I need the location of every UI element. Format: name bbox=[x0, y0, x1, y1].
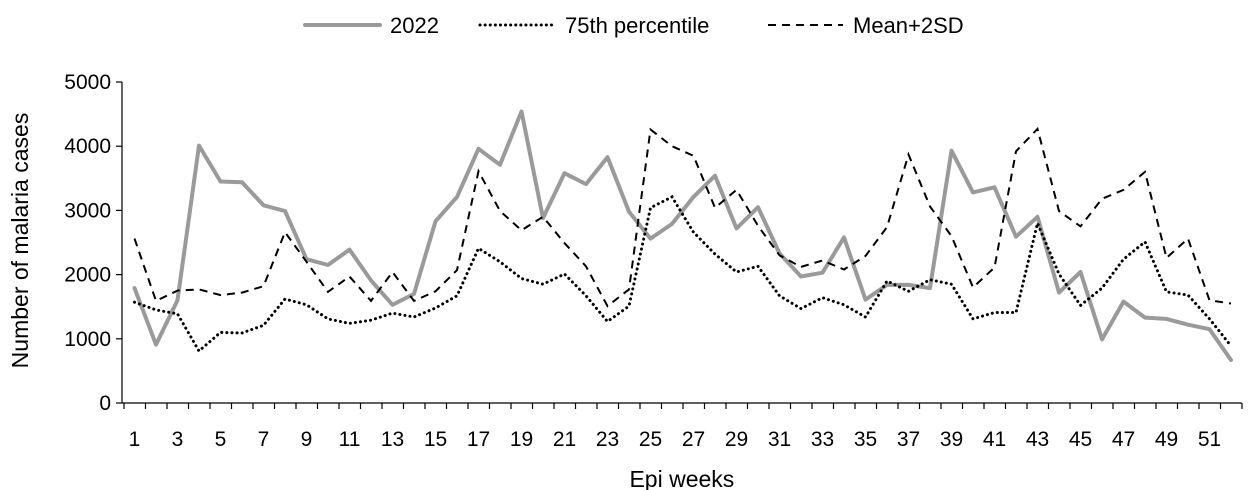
x-tick-label: 23 bbox=[596, 428, 619, 451]
legend-label-2022: 2022 bbox=[390, 13, 439, 38]
x-tick-label: 21 bbox=[553, 428, 576, 451]
y-axis-title: Number of malaria cases bbox=[7, 113, 33, 369]
legend-label-75th-percentile: 75th percentile bbox=[565, 13, 709, 38]
x-tick-label: 51 bbox=[1198, 428, 1221, 451]
x-tick-label: 15 bbox=[424, 428, 447, 451]
x-tick-label: 1 bbox=[129, 428, 141, 451]
x-tick-label: 37 bbox=[897, 428, 920, 451]
y-axis: 0 1000 2000 3000 4000 5000 bbox=[64, 71, 123, 415]
x-tick-label: 19 bbox=[510, 428, 533, 451]
x-tick-label: 35 bbox=[854, 428, 877, 451]
x-tick-label: 43 bbox=[1026, 428, 1049, 451]
series-line-2022 bbox=[132, 109, 1233, 362]
y-tick-label: 2000 bbox=[64, 264, 111, 287]
x-tick-label: 49 bbox=[1155, 428, 1178, 451]
x-tick-label: 5 bbox=[215, 428, 227, 451]
legend: 2022 75th percentile Mean+2SD bbox=[303, 13, 964, 38]
y-tick-label: 1000 bbox=[64, 328, 111, 351]
x-tick-label: 45 bbox=[1069, 428, 1092, 451]
y-tick-label: 3000 bbox=[64, 199, 111, 222]
legend-label-mean-2sd: Mean+2SD bbox=[853, 13, 964, 38]
x-tick-label: 7 bbox=[258, 428, 270, 451]
x-tick-label: 13 bbox=[381, 428, 404, 451]
x-tick-label: 39 bbox=[940, 428, 963, 451]
x-tick-label: 27 bbox=[682, 428, 705, 451]
x-tick-label: 9 bbox=[301, 428, 313, 451]
x-tick-label: 31 bbox=[768, 428, 791, 451]
y-tick-label: 0 bbox=[99, 392, 111, 415]
x-tick-label: 25 bbox=[639, 428, 662, 451]
series-line-75th-percentile bbox=[133, 194, 1233, 354]
x-tick-label: 3 bbox=[172, 428, 184, 451]
y-tick-label: 4000 bbox=[64, 135, 111, 158]
series-line-mean-2sd bbox=[133, 126, 1232, 308]
x-tick-label: 47 bbox=[1112, 428, 1135, 451]
x-tick-label: 33 bbox=[811, 428, 834, 451]
x-axis-title: Epi weeks bbox=[629, 466, 734, 490]
x-tick-label: 29 bbox=[725, 428, 748, 451]
x-tick-label: 11 bbox=[339, 428, 361, 451]
series-layer bbox=[132, 109, 1233, 362]
x-tick-label: 41 bbox=[983, 428, 1006, 451]
y-tick-label: 5000 bbox=[64, 71, 111, 94]
x-tick-label: 17 bbox=[467, 428, 490, 451]
x-axis: 1 3 5 7 9 11 13 15 17 19 21 23 25 27 29 31 33 35 37 39 41 43 4… bbox=[122, 402, 1243, 451]
